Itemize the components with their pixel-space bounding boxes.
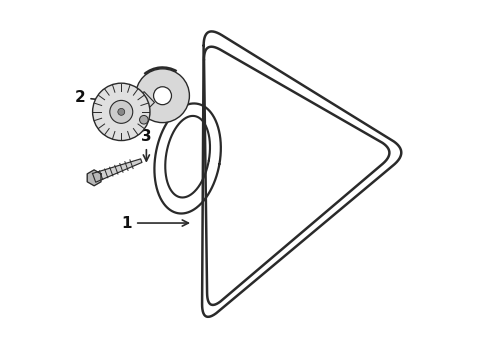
Text: 1: 1 bbox=[122, 216, 188, 230]
Circle shape bbox=[110, 100, 133, 123]
Polygon shape bbox=[93, 159, 142, 182]
Circle shape bbox=[153, 87, 172, 105]
Circle shape bbox=[93, 83, 150, 140]
Circle shape bbox=[140, 116, 148, 124]
Circle shape bbox=[136, 69, 190, 123]
Circle shape bbox=[118, 108, 125, 115]
Text: 3: 3 bbox=[141, 129, 152, 161]
Polygon shape bbox=[87, 170, 101, 186]
Text: 2: 2 bbox=[74, 90, 124, 105]
Polygon shape bbox=[130, 92, 154, 113]
